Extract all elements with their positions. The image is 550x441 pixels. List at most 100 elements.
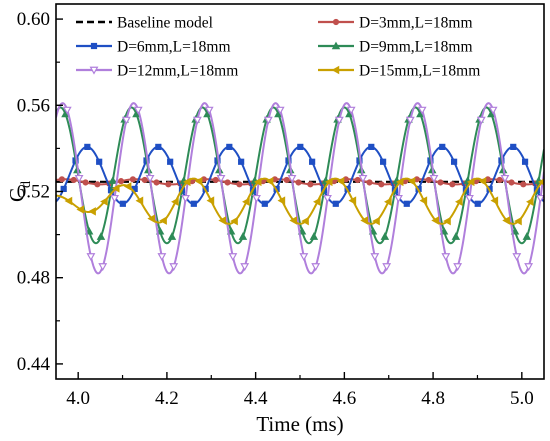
legend-marker — [331, 65, 340, 75]
series-point — [204, 106, 214, 115]
series-point — [218, 216, 227, 225]
series-point — [537, 178, 544, 186]
legend-label: D=3mm,L=18mm — [359, 15, 473, 32]
series-point — [334, 116, 344, 125]
series-point — [295, 179, 302, 186]
series-point — [384, 197, 392, 207]
series-point — [135, 196, 144, 205]
legend-label: D=6mm,L=18mm — [117, 39, 231, 56]
series-point — [496, 176, 503, 184]
series-point — [238, 232, 248, 240]
legend-marker — [332, 18, 340, 26]
series-point — [380, 158, 387, 165]
series-point — [60, 185, 67, 193]
legend-item: D=3mm,L=18mm — [318, 15, 473, 32]
series-point — [490, 196, 499, 205]
series-point — [98, 263, 108, 272]
series-point — [110, 194, 119, 203]
y-tick-label: 0.52 — [17, 182, 50, 203]
series-point — [263, 116, 273, 125]
series-point — [449, 181, 456, 188]
legend-marker — [331, 41, 341, 50]
series-point — [522, 232, 532, 240]
y-axis-label: Cd — [5, 181, 34, 202]
series-point — [119, 200, 126, 207]
series-point — [261, 200, 268, 207]
series-point — [117, 178, 125, 185]
series-point — [74, 174, 84, 183]
series-point — [465, 194, 474, 203]
series-point — [336, 177, 345, 186]
series-point — [453, 263, 463, 272]
series-2 — [56, 176, 544, 188]
series-point — [86, 253, 96, 262]
y-tick-label: 0.60 — [17, 9, 50, 30]
series-point — [228, 253, 238, 262]
series-point — [450, 158, 458, 165]
series-point — [437, 179, 444, 186]
series-point — [100, 197, 108, 206]
series-point — [169, 263, 179, 272]
series-point — [395, 177, 404, 187]
series-point — [238, 158, 245, 165]
series-point — [76, 205, 85, 214]
series-point — [236, 181, 243, 188]
series-point — [466, 177, 475, 187]
series-point — [366, 179, 373, 186]
series-point — [301, 216, 309, 226]
series-point — [403, 200, 410, 207]
series-point — [165, 181, 172, 188]
series-point — [108, 176, 118, 184]
series-point — [299, 253, 309, 262]
series-point — [478, 177, 487, 186]
series-point — [157, 253, 167, 262]
series-point — [192, 116, 202, 125]
series-6 — [56, 177, 544, 226]
series-point — [230, 216, 238, 226]
x-axis-label: Time (ms) — [256, 412, 343, 436]
series-point — [488, 106, 498, 115]
series-point — [368, 143, 375, 150]
series-point — [82, 179, 89, 186]
series-point — [476, 116, 486, 125]
series-point — [309, 158, 316, 165]
series-point — [275, 106, 285, 115]
series-point — [360, 216, 368, 225]
series-point — [358, 174, 368, 183]
series-point — [287, 174, 297, 183]
series-point — [370, 253, 380, 262]
series-point — [405, 116, 415, 125]
series-point — [96, 158, 103, 165]
x-tick-label: 4.6 — [332, 388, 356, 409]
series-line — [56, 177, 544, 225]
series-point — [242, 197, 250, 207]
series-point — [348, 196, 357, 205]
series-point — [474, 200, 481, 207]
series-point — [64, 196, 73, 206]
series-point — [129, 176, 136, 183]
series-5 — [56, 102, 544, 275]
series-point — [431, 216, 439, 225]
series-point — [394, 194, 403, 203]
series-point — [224, 179, 231, 186]
series-point — [121, 116, 131, 125]
series-point — [153, 179, 160, 186]
series-point — [443, 216, 451, 226]
series-point — [307, 181, 314, 188]
x-tick-label: 4.2 — [155, 388, 179, 409]
x-tick-label: 4.8 — [421, 388, 445, 409]
legend-item: D=9mm,L=18mm — [318, 39, 473, 56]
series-point — [380, 232, 390, 240]
series-point — [512, 253, 522, 262]
series-point — [147, 214, 156, 223]
series-point — [94, 181, 101, 188]
series-point — [159, 216, 167, 225]
series-point — [253, 177, 262, 187]
y-tick-label: 0.44 — [17, 354, 51, 375]
series-point — [84, 143, 91, 150]
series-point — [226, 143, 233, 150]
series-point — [323, 194, 332, 203]
x-tick-label: 4.4 — [244, 388, 268, 409]
series-layer — [56, 102, 544, 275]
series-point — [167, 232, 177, 240]
